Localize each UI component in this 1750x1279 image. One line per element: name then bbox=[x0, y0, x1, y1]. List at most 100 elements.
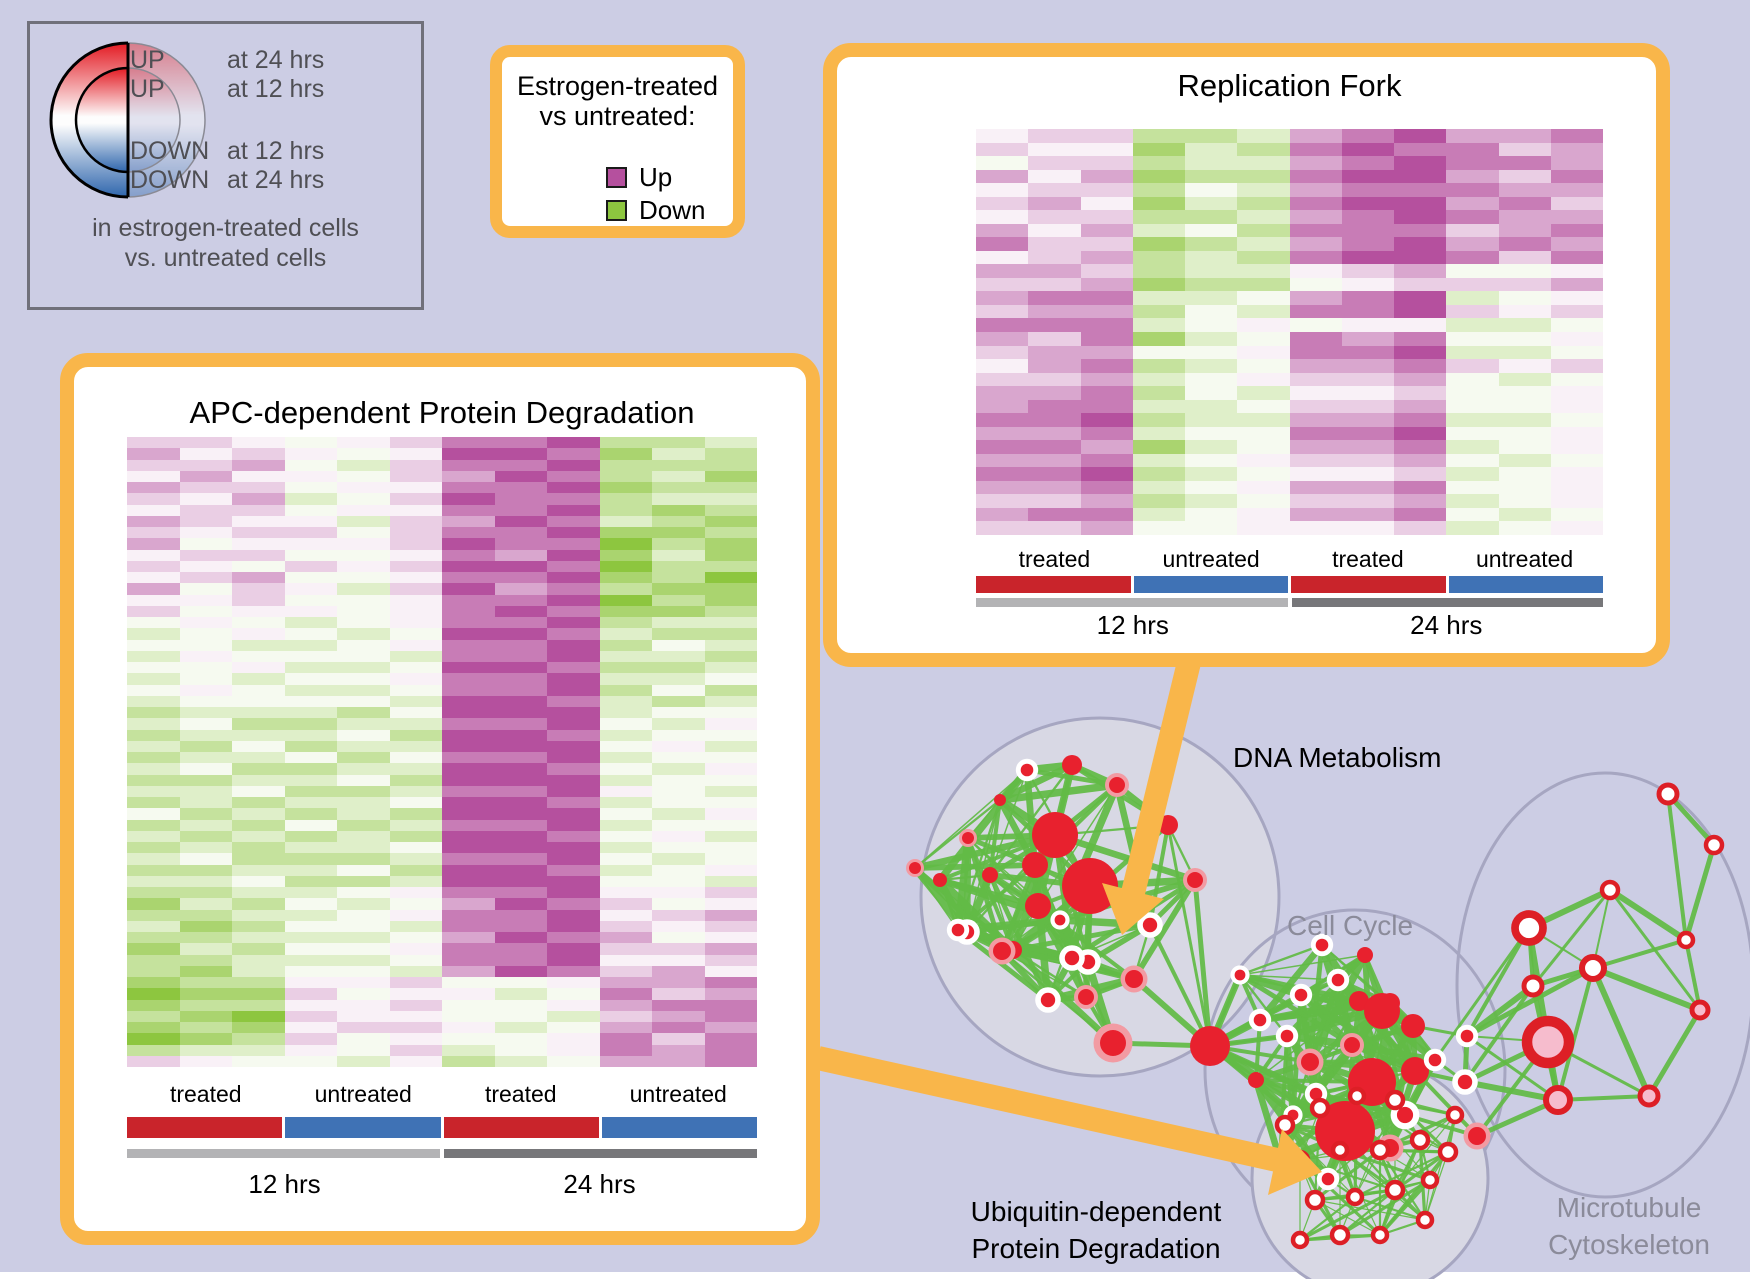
heatmap-cell bbox=[1289, 386, 1342, 400]
heatmap-cell bbox=[1446, 399, 1499, 414]
heatmap-cell bbox=[179, 1010, 232, 1022]
network-node bbox=[962, 832, 974, 844]
heatmap-cell bbox=[284, 673, 337, 685]
heatmap-cell bbox=[652, 549, 705, 561]
up-color-swatch bbox=[606, 166, 627, 188]
treated-bar bbox=[443, 1117, 599, 1138]
network-node bbox=[1100, 1030, 1126, 1056]
heatmap-cell bbox=[547, 718, 600, 730]
heatmap-cell bbox=[127, 459, 180, 471]
heatmap-cell bbox=[442, 842, 495, 854]
network-node bbox=[1369, 1139, 1391, 1161]
heatmap-cell bbox=[494, 808, 547, 820]
heatmap-cell bbox=[1550, 250, 1603, 265]
heatmap-cell bbox=[494, 830, 547, 842]
heatmap-cell bbox=[1185, 223, 1238, 238]
updown-scale-glyph bbox=[49, 41, 208, 201]
heatmap-cell bbox=[337, 785, 390, 797]
network-node bbox=[1190, 1026, 1230, 1066]
heatmap-cell bbox=[1132, 210, 1185, 224]
heatmap-cell bbox=[1341, 250, 1394, 265]
network-node bbox=[1054, 914, 1066, 926]
network-node bbox=[1248, 1072, 1264, 1088]
down-label: Down bbox=[639, 194, 706, 225]
heatmap-cell bbox=[1341, 521, 1394, 535]
heatmap-cell bbox=[337, 864, 390, 876]
heatmap-cell bbox=[1080, 142, 1133, 157]
network-node bbox=[909, 862, 921, 874]
heatmap-cell bbox=[337, 695, 390, 707]
heatmap-cell bbox=[179, 673, 232, 685]
heatmap-cell bbox=[1237, 440, 1290, 454]
heatmap-cell bbox=[1446, 223, 1499, 238]
heatmap-cell bbox=[284, 1022, 337, 1034]
heatmap-cell bbox=[976, 196, 1029, 211]
heatmap-cell bbox=[442, 1010, 495, 1022]
heatmap-cell bbox=[179, 482, 232, 494]
heatmap-cell bbox=[284, 797, 337, 809]
heatmap-cell bbox=[1080, 507, 1133, 522]
ubiquitin-label-line1: Ubiquitin-dependent bbox=[970, 1196, 1222, 1227]
heatmap-cell bbox=[652, 875, 705, 887]
heatmap-cell bbox=[599, 718, 652, 730]
heatmap-cell bbox=[127, 875, 180, 887]
network-node bbox=[994, 794, 1006, 806]
heatmap-cell bbox=[704, 864, 757, 876]
heatmap-cell bbox=[127, 853, 180, 865]
heatmap-cell bbox=[599, 797, 652, 809]
network-edge bbox=[1239, 943, 1323, 977]
heatmap-cell bbox=[547, 538, 600, 550]
heatmap-cell bbox=[547, 954, 600, 966]
heatmap-cell bbox=[1550, 440, 1603, 454]
heatmap-cell bbox=[652, 1033, 705, 1045]
heatmap-cell bbox=[442, 549, 495, 561]
heatmap-cell bbox=[494, 965, 547, 977]
heatmap-cell bbox=[599, 504, 652, 516]
heatmap-cell bbox=[1028, 237, 1081, 251]
heatmap-cell bbox=[1080, 440, 1133, 454]
heatmap-cell bbox=[547, 684, 600, 696]
heatmap-cell bbox=[284, 437, 337, 449]
heatmap-cell bbox=[1185, 291, 1238, 305]
heatmap-cell bbox=[442, 965, 495, 977]
network-edge bbox=[1433, 927, 1531, 1061]
heatmap-cell bbox=[547, 1022, 600, 1034]
heatmap-cell bbox=[547, 909, 600, 921]
heatmap-cell bbox=[442, 459, 495, 471]
network-edge bbox=[1238, 972, 1354, 1048]
heatmap-cell bbox=[1185, 507, 1238, 522]
heatmap-cell bbox=[127, 527, 180, 539]
heatmap-cell bbox=[1080, 291, 1133, 305]
heatmap-cell bbox=[337, 650, 390, 662]
heatmap-cell bbox=[1185, 480, 1238, 495]
heatmap-cell bbox=[547, 830, 600, 842]
heatmap-cell bbox=[1237, 210, 1290, 224]
apc-time-labels: 12 hrs 24 hrs bbox=[127, 1169, 757, 1200]
heatmap-cell bbox=[389, 1010, 442, 1022]
ubiquitin-degradation-label: Ubiquitin-dependent Protein Degradation bbox=[940, 1194, 1252, 1268]
network-edge bbox=[1053, 831, 1197, 884]
network-node bbox=[1294, 988, 1308, 1002]
network-edge bbox=[1354, 1151, 1449, 1198]
heatmap-cell bbox=[232, 583, 285, 595]
heatmap-cell bbox=[284, 605, 337, 617]
heatmap-cell bbox=[337, 1010, 390, 1022]
heatmap-cell bbox=[1394, 345, 1447, 360]
heatmap-cell bbox=[494, 763, 547, 775]
heatmap-cell bbox=[127, 729, 180, 741]
heatmap-cell bbox=[652, 853, 705, 865]
heatmap-cell bbox=[599, 988, 652, 1000]
heatmap-cell bbox=[1237, 250, 1290, 265]
heatmap-cell bbox=[1185, 196, 1238, 211]
network-node bbox=[1521, 974, 1545, 998]
heatmap-cell bbox=[337, 797, 390, 809]
heatmap-cell bbox=[127, 482, 180, 494]
heatmap-cell bbox=[1341, 169, 1394, 184]
heatmap-cell bbox=[1132, 332, 1185, 346]
heatmap-cell bbox=[284, 650, 337, 662]
network-node bbox=[1347, 1086, 1367, 1106]
heatmap-cell bbox=[232, 695, 285, 707]
heatmap-cell bbox=[232, 729, 285, 741]
heatmap-cell bbox=[547, 437, 600, 449]
